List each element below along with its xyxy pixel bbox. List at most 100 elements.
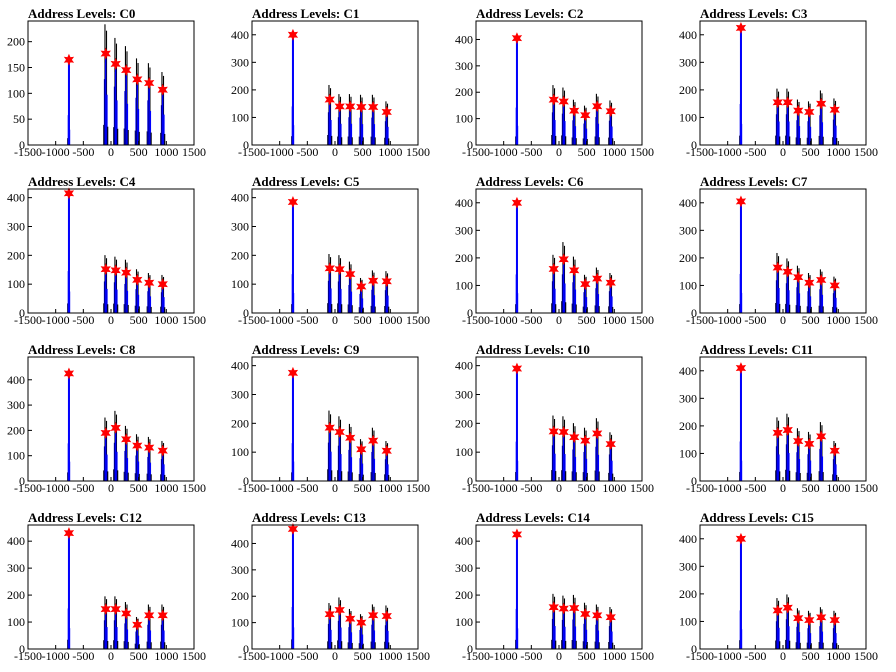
x-tick-label: -500 xyxy=(520,481,542,495)
y-tick-label: 0 xyxy=(691,138,697,152)
peak-marker xyxy=(381,105,392,118)
x-tick-label: 500 xyxy=(130,649,148,663)
x-tick-label: 1500 xyxy=(406,145,430,159)
peak-marker xyxy=(100,603,111,616)
x-tick-label: -1000 xyxy=(714,145,742,159)
peak-marker xyxy=(132,618,143,631)
y-tick-label: 400 xyxy=(455,359,473,373)
y-tick-label: 400 xyxy=(7,191,25,205)
peak-marker xyxy=(63,527,75,540)
peak-marker xyxy=(121,607,132,620)
peak-marker xyxy=(829,279,840,292)
y-tick-label: 0 xyxy=(243,642,249,656)
peak-marker xyxy=(511,196,523,209)
peak-marker xyxy=(100,263,111,276)
y-tick-label: 300 xyxy=(7,219,25,233)
plot-frame xyxy=(251,20,419,146)
x-tick-label: -1000 xyxy=(42,313,70,327)
x-tick-label: 500 xyxy=(130,481,148,495)
histogram-panel: -1500 -1000 -500 0 500 1000 1500 0 100 200 300 400 A… xyxy=(448,504,672,672)
x-tick-label: -1000 xyxy=(42,145,70,159)
x-tick-label: 1000 xyxy=(602,145,626,159)
chart-svg: -1500 -1000 -500 0 500 1000 1500 0 100 200 300 400 xyxy=(679,524,878,663)
x-tick-label: 0 xyxy=(332,313,338,327)
peak-marker xyxy=(132,73,143,86)
x-tick-label: -1000 xyxy=(714,481,742,495)
peak-marker xyxy=(287,366,299,379)
histogram-panel: -1500 -1000 -500 0 500 1000 1500 0 100 200 300 400 A… xyxy=(448,168,672,336)
x-tick-label: 500 xyxy=(802,481,820,495)
peak-marker xyxy=(804,437,815,450)
x-tick-label: -500 xyxy=(744,145,766,159)
y-tick-label: 100 xyxy=(7,615,25,629)
histogram-panel: -1500 -1000 -500 0 500 1000 1500 0 100 200 300 400 A… xyxy=(224,168,448,336)
histogram-panel: -1500 -1000 -500 0 500 1000 1500 0 100 200 300 400 A… xyxy=(672,504,896,672)
x-tick-label: 500 xyxy=(354,313,372,327)
histogram-spike-group xyxy=(67,533,71,649)
peak-marker xyxy=(511,528,523,541)
histogram-panel: -1500 -1000 -500 0 500 1000 1500 0 100 200 300 400 A… xyxy=(0,168,224,336)
x-tick-label: 0 xyxy=(556,313,562,327)
histogram-spike-group xyxy=(146,63,152,145)
y-tick-label: 400 xyxy=(455,534,473,548)
peak-marker xyxy=(605,438,616,451)
y-tick-label: 200 xyxy=(679,587,697,601)
histogram-spike-group xyxy=(134,58,140,145)
x-tick-label: -1000 xyxy=(490,313,518,327)
chart-title: Address Levels: C2 xyxy=(476,6,584,21)
histogram-panel: -1500 -1000 -500 0 500 1000 1500 0 100 200 300 400 A… xyxy=(448,336,672,504)
peak-marker xyxy=(569,104,580,117)
peak-marker xyxy=(121,64,132,77)
x-tick-label: 0 xyxy=(332,145,338,159)
peak-marker xyxy=(816,430,827,443)
x-tick-label: -1500 xyxy=(14,649,42,663)
y-tick-label: 400 xyxy=(231,359,249,373)
peak-marker xyxy=(793,612,804,625)
x-tick-label: 500 xyxy=(802,649,820,663)
peak-marker xyxy=(345,431,356,444)
peak-marker xyxy=(334,100,345,113)
peak-marker xyxy=(110,264,121,277)
x-tick-label: 1000 xyxy=(378,313,402,327)
histogram-spike-group xyxy=(113,596,119,649)
histogram-spike-group xyxy=(291,372,295,481)
x-tick-label: 500 xyxy=(354,481,372,495)
chart-svg: -1500 -1000 -500 0 500 1000 1500 0 100 200 300 400 xyxy=(455,188,654,327)
peak-marker xyxy=(569,602,580,614)
x-tick-label: -1500 xyxy=(686,145,714,159)
chart-svg: -1500 -1000 -500 0 500 1000 1500 0 50 100 150 200 xyxy=(7,20,206,159)
chart-title: Address Levels: C6 xyxy=(476,174,584,189)
y-tick-label: 400 xyxy=(679,532,697,546)
y-tick-label: 100 xyxy=(231,616,249,630)
peak-marker xyxy=(381,610,392,622)
peak-marker xyxy=(63,53,75,66)
x-tick-label: -500 xyxy=(72,481,94,495)
histogram-spike-group xyxy=(103,596,109,649)
y-tick-label: 0 xyxy=(467,474,473,488)
chart-title: Address Levels: C8 xyxy=(28,342,136,357)
peak-marker xyxy=(793,435,804,447)
peak-marker xyxy=(772,96,783,109)
x-tick-label: -500 xyxy=(520,649,542,663)
peak-marker xyxy=(735,532,747,545)
histogram-spike-group xyxy=(327,410,333,481)
histogram-spike-group xyxy=(160,72,166,145)
x-tick-label: -1500 xyxy=(462,481,490,495)
peak-marker xyxy=(793,104,804,117)
x-tick-label: -1000 xyxy=(714,313,742,327)
x-tick-label: 1500 xyxy=(854,313,878,327)
peak-marker xyxy=(829,444,840,457)
x-tick-label: -500 xyxy=(296,481,318,495)
x-tick-label: -1500 xyxy=(686,649,714,663)
histogram-panel: -1500 -1000 -500 0 500 1000 1500 0 100 200 300 400 A… xyxy=(224,0,448,168)
chart-title: Address Levels: C9 xyxy=(252,342,360,357)
peak-marker xyxy=(345,268,356,281)
x-tick-label: 1500 xyxy=(854,481,878,495)
y-tick-label: 300 xyxy=(7,398,25,412)
histogram-panel: -1500 -1000 -500 0 500 1000 1500 0 100 200 300 400 A… xyxy=(0,504,224,672)
y-tick-label: 100 xyxy=(455,278,473,292)
x-tick-label: -500 xyxy=(72,145,94,159)
plot-frame xyxy=(27,356,195,482)
y-tick-label: 400 xyxy=(679,28,697,42)
histogram-panel: -1500 -1000 -500 0 500 1000 1500 0 100 200 300 400 A… xyxy=(224,336,448,504)
